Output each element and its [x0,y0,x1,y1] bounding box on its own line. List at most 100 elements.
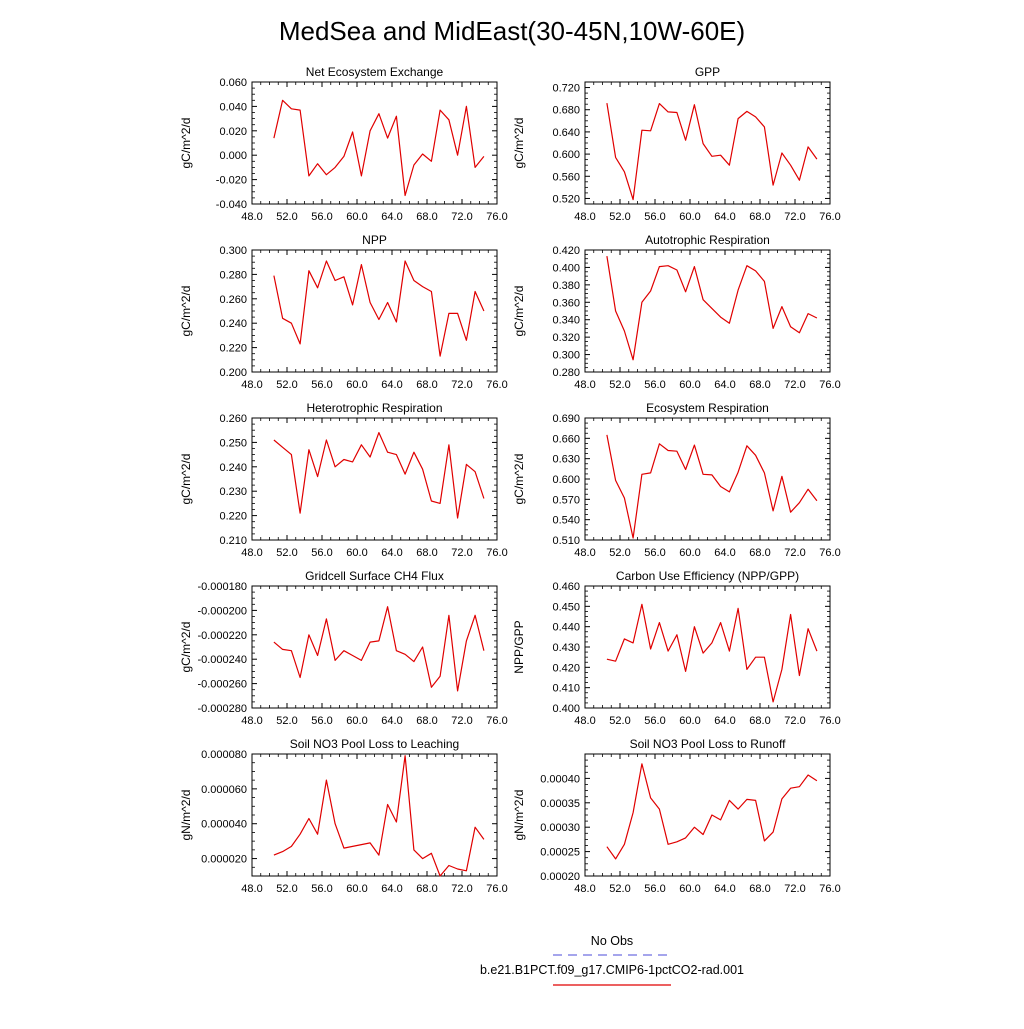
x-tick-label: 64.0 [381,379,402,391]
chart-panel: 48.0 52.0 56.0 60.0 64.0 68.0 72.0 76.0 0.200 0.2… [179,233,508,391]
legend-model-label: b.e21.B1PCT.f09_g17.CMIP6-1pctCO2-rad.00… [480,963,744,977]
x-tick-label: 64.0 [381,883,402,895]
y-tick-label: 0.250 [219,437,247,449]
x-tick-label: 56.0 [644,211,665,223]
panel-title: Autotrophic Respiration [645,233,770,247]
y-tick-label: 0.000080 [201,749,247,761]
panel-title: Net Ecosystem Exchange [306,65,444,79]
x-tick-label: 60.0 [679,883,700,895]
y-tick-label: 0.600 [552,474,580,486]
legend-obs-label: No Obs [591,934,633,948]
panel-grid: 48.0 52.0 56.0 60.0 64.0 68.0 72.0 76.0 -0.040 -0… [179,65,841,895]
series-line [606,603,818,703]
x-tick-label: 48.0 [574,379,595,391]
x-tick-label: 64.0 [714,379,735,391]
chart-panel: 48.0 52.0 56.0 60.0 64.0 68.0 72.0 76.0 0.400 0.4… [512,569,841,727]
y-tick-label: 0.600 [552,149,580,161]
x-tick-label: 56.0 [644,547,665,559]
series-line [273,432,485,519]
x-tick-label: 64.0 [714,883,735,895]
x-tick-label: 68.0 [749,211,770,223]
y-tick-label: 0.420 [552,245,580,257]
series-line [606,763,818,860]
x-tick-label: 52.0 [609,715,630,727]
legend: No Obs b.e21.B1PCT.f09_g17.CMIP6-1pctCO2… [480,934,744,986]
x-tick-label: 76.0 [819,547,840,559]
y-tick-label: 0.380 [552,280,580,292]
x-tick-label: 56.0 [311,715,332,727]
x-tick-label: 68.0 [749,883,770,895]
x-tick-label: 72.0 [784,715,805,727]
x-tick-label: 48.0 [574,547,595,559]
x-tick-label: 48.0 [241,211,262,223]
y-tick-label: 0.060 [219,77,247,89]
y-tick-label: 0.660 [552,433,580,445]
x-tick-label: 60.0 [346,547,367,559]
y-axis-label: gC/m^2/d [179,622,193,673]
y-tick-label: 0.430 [552,642,580,654]
plot-frame [584,753,831,877]
x-tick-label: 56.0 [311,547,332,559]
x-tick-label: 52.0 [276,883,297,895]
x-tick-label: 48.0 [574,883,595,895]
y-tick-label: 0.280 [219,269,247,281]
y-tick-label: 0.510 [552,535,580,547]
chart-panel: 48.0 52.0 56.0 60.0 64.0 68.0 72.0 76.0 -0.00028… [179,569,508,727]
panel-title: Carbon Use Efficiency (NPP/GPP) [616,569,799,583]
x-tick-label: 64.0 [714,715,735,727]
y-tick-label: 0.300 [552,350,580,362]
y-tick-label: 0.540 [552,515,580,527]
y-tick-label: -0.000220 [197,630,247,642]
x-tick-label: 72.0 [451,883,472,895]
x-tick-label: 72.0 [784,379,805,391]
y-tick-label: 0.630 [552,454,580,466]
x-tick-label: 76.0 [819,715,840,727]
x-tick-label: 60.0 [346,211,367,223]
x-tick-label: 56.0 [644,379,665,391]
y-tick-label: 0.260 [219,294,247,306]
x-tick-label: 76.0 [486,547,507,559]
panel-title: Gridcell Surface CH4 Flux [305,569,444,583]
x-tick-label: 60.0 [346,715,367,727]
x-tick-label: 48.0 [574,211,595,223]
y-tick-label: 0.450 [552,601,580,613]
x-tick-label: 52.0 [609,211,630,223]
y-tick-label: 0.560 [552,171,580,183]
y-tick-label: 0.400 [552,262,580,274]
y-tick-label: 0.000020 [201,854,247,866]
series-line [606,256,818,361]
y-tick-label: 0.570 [552,494,580,506]
y-tick-label: 0.410 [552,683,580,695]
y-tick-label: 0.220 [219,511,247,523]
x-tick-label: 76.0 [819,883,840,895]
y-tick-label: 0.360 [552,297,580,309]
x-tick-label: 60.0 [679,211,700,223]
y-tick-label: 0.00030 [540,822,580,834]
panel-title: Soil NO3 Pool Loss to Leaching [290,737,459,751]
panel-title: GPP [695,65,720,79]
y-tick-label: 0.00025 [540,847,580,859]
x-tick-label: 56.0 [311,379,332,391]
y-axis-label: gC/m^2/d [179,454,193,505]
x-tick-label: 72.0 [451,547,472,559]
x-tick-label: 48.0 [241,379,262,391]
x-tick-label: 72.0 [451,379,472,391]
x-tick-label: 76.0 [486,883,507,895]
x-tick-label: 68.0 [749,715,770,727]
y-tick-label: 0.440 [552,622,580,634]
y-tick-label: 0.020 [219,126,247,138]
x-tick-label: 48.0 [574,715,595,727]
plot-frame [251,585,498,709]
x-tick-label: 52.0 [276,211,297,223]
x-tick-label: 60.0 [679,547,700,559]
y-tick-label: -0.000240 [197,654,247,666]
x-tick-label: 52.0 [276,547,297,559]
plot-frame [584,249,831,373]
y-tick-label: -0.040 [216,199,247,211]
y-tick-label: 0.260 [219,413,247,425]
y-axis-label: gC/m^2/d [512,286,526,337]
y-tick-label: -0.020 [216,175,247,187]
y-axis-label: gC/m^2/d [179,118,193,169]
